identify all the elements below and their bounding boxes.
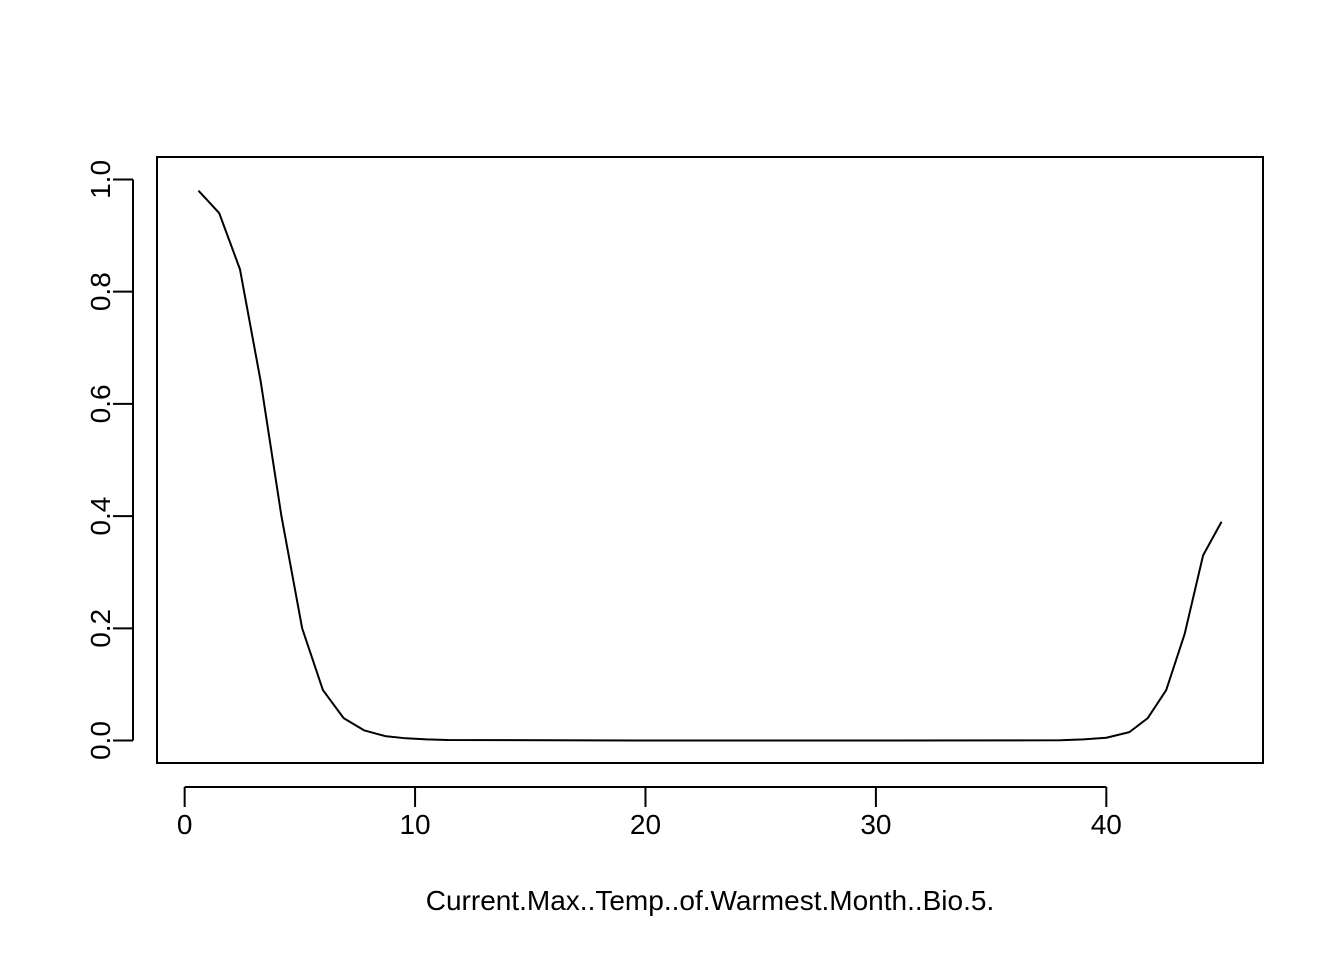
x-tick-label: 0 bbox=[177, 809, 193, 840]
y-tick-label: 1.0 bbox=[85, 160, 116, 199]
y-tick-label: 0.6 bbox=[85, 384, 116, 423]
y-tick-label: 0.4 bbox=[85, 497, 116, 536]
y-tick-label: 0.8 bbox=[85, 272, 116, 311]
y-tick-label: 0.0 bbox=[85, 721, 116, 760]
y-tick-label: 0.2 bbox=[85, 609, 116, 648]
x-tick-label: 30 bbox=[860, 809, 891, 840]
x-axis-label: Current.Max..Temp..of.Warmest.Month..Bio… bbox=[426, 885, 994, 916]
series-line bbox=[197, 189, 1223, 742]
series-layer bbox=[197, 189, 1223, 742]
x-tick-label: 20 bbox=[630, 809, 661, 840]
plot-frame bbox=[156, 156, 1264, 764]
x-tick-label: 40 bbox=[1091, 809, 1122, 840]
x-axis: 0 10 20 30 40 bbox=[177, 786, 1122, 840]
x-tick-label: 10 bbox=[399, 809, 430, 840]
y-axis: 0.0 0.2 0.4 0.6 0.8 1.0 bbox=[85, 160, 134, 760]
